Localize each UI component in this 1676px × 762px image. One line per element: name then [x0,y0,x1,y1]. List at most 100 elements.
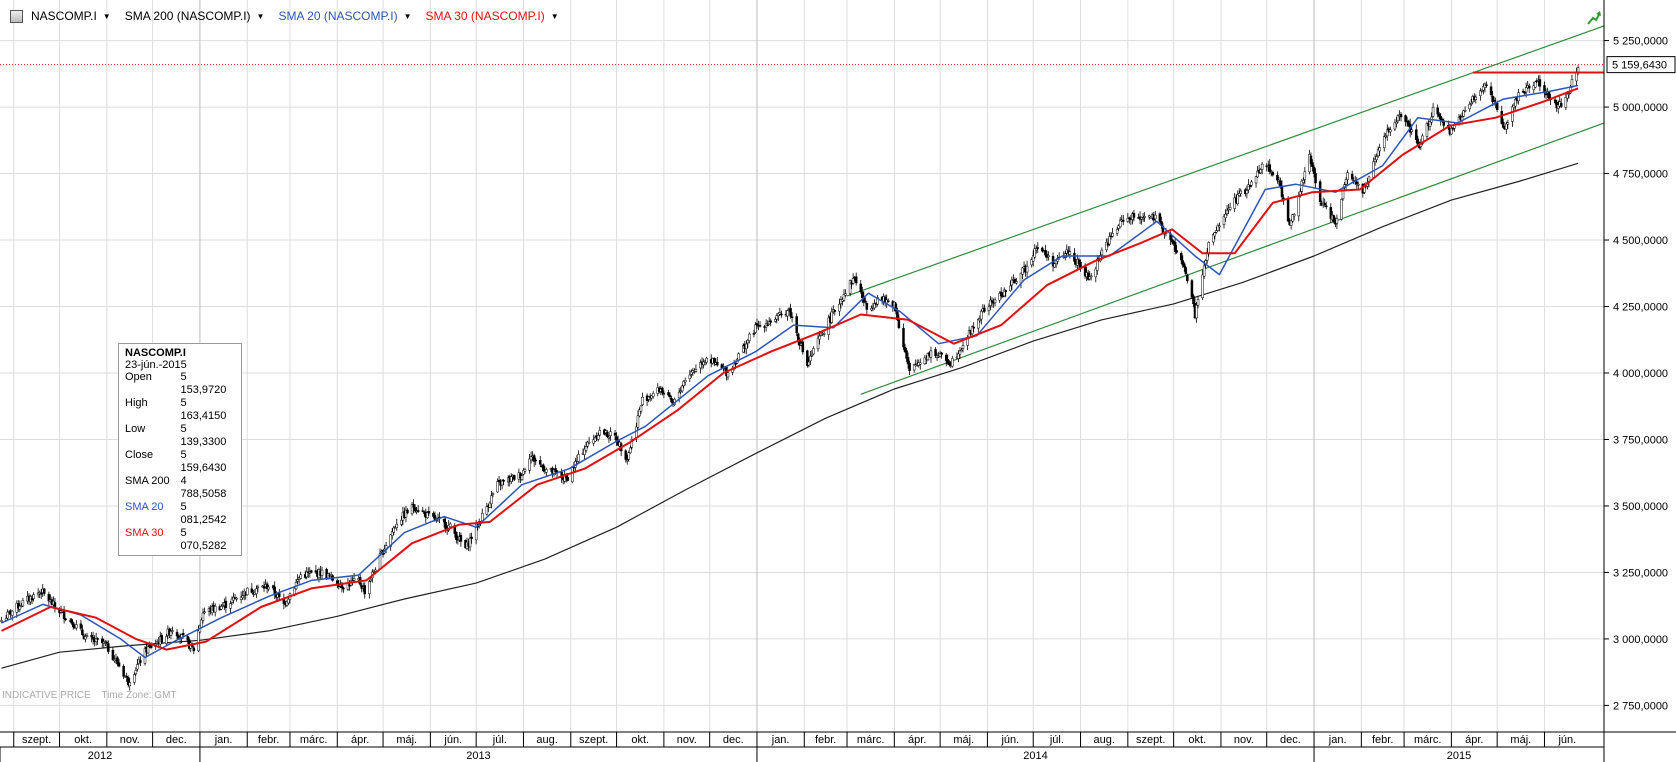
trend-channel [846,25,1605,395]
candle [241,590,244,600]
candle [1111,227,1114,238]
candle-body [944,354,948,361]
candle-body [1399,113,1403,118]
candle-body [1553,99,1557,103]
candle [1260,162,1264,175]
candle-body [775,315,779,320]
candle-body [1340,199,1343,220]
legend-item-nascomp[interactable]: NASCOMP.I ▼ [31,9,111,23]
candle [1396,114,1400,124]
candle-body [305,571,309,578]
candle [1175,245,1178,254]
candle-body [523,469,527,472]
price-candles [0,65,1580,691]
candle [667,389,670,397]
candle-body [299,574,302,579]
candle [769,318,772,327]
y-tick-label: 4 000,0000 [1613,368,1668,380]
candle [1431,103,1435,118]
last-price-box [1606,56,1676,74]
candle-body [896,311,899,321]
candle-body [683,380,687,383]
tooltip-row-low: Low 5 139,3300 [125,423,235,449]
candle [702,358,705,369]
candle [81,624,84,636]
candle-body [392,527,396,533]
candle-body [1100,249,1104,256]
candle [694,364,698,373]
candle-body [667,392,670,396]
candle-body [1122,219,1125,222]
candle [682,380,685,389]
candle-body [17,603,20,609]
candle-body [1450,127,1453,135]
candle [1544,88,1548,99]
candle [1196,296,1200,309]
candle [1286,196,1290,223]
candle [62,606,66,624]
candle [1077,257,1081,269]
trend-tool-icon[interactable] [1586,10,1602,26]
candle-body [1482,86,1485,91]
candle-body [609,431,612,436]
candle-body [1079,261,1082,268]
candle [680,384,684,394]
candle-body [1073,252,1076,262]
candle [1247,179,1250,194]
sma20-line [1,84,1579,659]
candle-body [1196,299,1200,306]
candle [859,280,863,294]
candle-body [848,280,852,294]
candle [21,597,25,608]
candle-body [993,299,997,303]
candle-body [432,513,435,517]
candle [957,350,960,363]
candle-body [459,534,463,542]
candle-body [352,578,356,581]
tooltip-key: High [125,397,148,409]
candle-body [1245,190,1249,194]
candle-body [1215,230,1218,233]
app-menu-icon[interactable] [10,9,23,23]
candle [468,533,472,552]
month-label: aug. [1093,734,1114,746]
y-tick-label: 4 750,0000 [1613,169,1668,181]
candle [90,631,93,643]
candle [75,620,78,631]
tooltip-title: NASCOMP.I [125,347,186,359]
candle [1311,159,1314,172]
candle-body [662,392,666,395]
candle-body [597,435,600,440]
legend-item-sma30[interactable]: SMA 30 (NASCOMP.I) ▼ [426,9,559,23]
candle-body [990,300,994,303]
candle-body [1431,106,1435,117]
legend-item-sma200[interactable]: SMA 200 (NASCOMP.I) ▼ [125,9,265,23]
candle-body [604,430,608,434]
candle [201,608,205,624]
candle-body [169,631,173,636]
candle [79,619,83,631]
tooltip-row-sma30: SMA 30 5 070,5282 [125,527,235,553]
candle-body [1041,247,1044,252]
candle [987,303,991,316]
candle [528,454,531,474]
candle [914,359,917,367]
candle-body [522,469,525,475]
candle-body [510,476,513,482]
candle [864,296,867,304]
candle-body [682,381,685,387]
candle [606,430,609,439]
candle [1250,179,1253,188]
candle-body [1436,107,1439,115]
y-tick-label: 5 250,0000 [1613,36,1668,48]
legend-item-sma20[interactable]: SMA 20 (NASCOMP.I) ▼ [278,9,411,23]
candle-body [1500,110,1503,124]
candle [416,505,420,513]
candle-body [1532,85,1536,90]
candle-body [661,387,664,394]
candle [647,396,650,403]
candle-body [287,598,290,604]
candle-body [146,646,150,654]
candle-body [1416,138,1420,145]
candle-body [833,310,837,312]
